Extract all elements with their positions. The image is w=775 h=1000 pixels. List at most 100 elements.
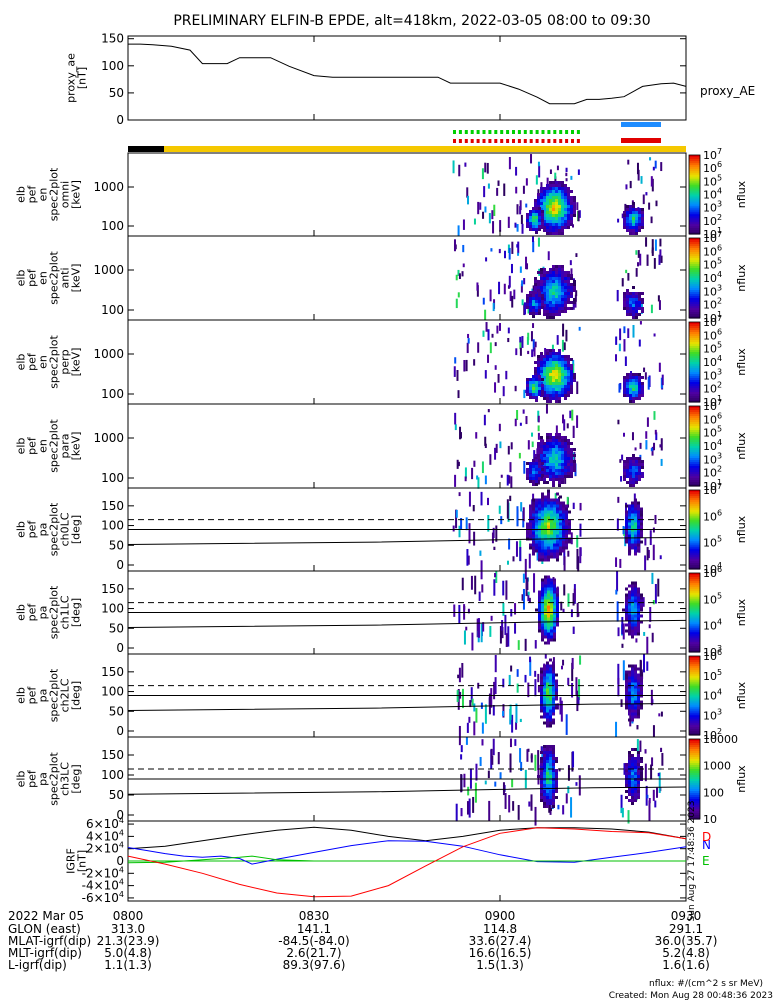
spectrogram-cell <box>564 385 567 388</box>
spectrogram-cell <box>632 400 635 403</box>
spectrogram-cell <box>559 504 562 508</box>
spectrogram-cell <box>625 516 628 520</box>
spectrogram-cell <box>623 301 626 304</box>
fast-mode-mark-green <box>494 130 498 134</box>
colorbar-segment <box>689 372 700 375</box>
spectrogram-cell <box>623 388 626 391</box>
spectrogram-cell <box>640 620 643 624</box>
colorbar-segment <box>689 338 700 341</box>
spectrogram-streak <box>571 682 574 698</box>
spectrogram-cell <box>629 472 632 475</box>
spectrogram-cell <box>544 584 547 588</box>
colorbar-segment <box>689 374 700 377</box>
spectrogram-cell <box>535 525 538 529</box>
spectrogram-streak <box>473 460 476 467</box>
colorbar-segment <box>689 284 700 287</box>
colorbar-segment <box>689 200 700 203</box>
fast-mode-mark-green <box>464 130 468 134</box>
spectrogram-cell <box>546 391 549 394</box>
spectrogram-streak <box>516 669 519 677</box>
colorbar-segment <box>689 529 700 533</box>
spectrogram-cell <box>570 286 573 289</box>
spectrogram-cell <box>538 465 541 468</box>
spectrogram-cell <box>628 552 631 556</box>
spectrogram-streak <box>466 722 469 733</box>
spectrogram-cell <box>558 310 561 313</box>
spectrogram-cell <box>558 394 561 397</box>
spectrogram-cell <box>553 501 556 505</box>
spectrogram-cell <box>622 608 625 612</box>
spectrogram-cell <box>544 531 547 535</box>
spectrogram-cell <box>549 397 552 400</box>
spectrogram-cell <box>555 394 558 397</box>
spectrogram-cell <box>637 796 640 799</box>
spectrogram-streak <box>648 624 651 629</box>
spectrogram-cell <box>546 385 549 388</box>
spectrogram-cell <box>555 196 558 199</box>
spectrogram-cell <box>540 457 543 460</box>
spectrogram-cell <box>540 277 543 280</box>
spectrogram-streak <box>659 249 662 257</box>
spectrogram-streak <box>494 677 497 695</box>
spectrogram-cell <box>540 472 543 475</box>
spectrogram-cell <box>550 599 553 603</box>
figure-title: PRELIMINARY ELFIN-B EPDE, alt=418km, 202… <box>173 13 650 29</box>
spectrogram-cell <box>543 466 546 469</box>
spectrogram-cell <box>550 581 553 585</box>
y-axis-label-line: spec2plot <box>48 251 61 305</box>
spectrogram-cell <box>532 222 535 225</box>
spectrogram-cell <box>538 623 541 627</box>
spectrogram-cell <box>529 465 532 468</box>
colorbar-segment <box>689 640 700 643</box>
spectrogram-streak <box>530 154 533 164</box>
spectrogram-cell <box>547 623 550 627</box>
spectrogram-cell <box>529 228 532 231</box>
colorbar-segment <box>689 442 700 445</box>
colorbar-segment <box>689 370 700 373</box>
spectrogram-cell <box>631 584 634 588</box>
spectrogram-cell <box>567 208 570 211</box>
spectrogram-streak <box>629 180 632 189</box>
spectrogram-cell <box>561 451 564 454</box>
spectrogram-cell <box>540 697 543 701</box>
spectrogram-cell <box>540 460 543 463</box>
spectrogram-cell <box>626 472 629 475</box>
spectrogram-cell <box>529 291 532 294</box>
colorbar-tick-label: 103 <box>703 200 722 215</box>
y-tick-label: 100 <box>101 602 124 616</box>
spectrogram-streak <box>515 722 518 730</box>
spectrogram-cell <box>564 283 567 286</box>
spectrogram-cell <box>558 451 561 454</box>
spectrogram-cell <box>550 596 553 600</box>
spectrogram-cell <box>552 193 555 196</box>
spectrogram-cell <box>532 501 535 505</box>
spectrogram-cell <box>632 208 635 211</box>
spectrogram-cell <box>625 513 628 517</box>
spectrogram-cell <box>552 226 555 229</box>
spectrogram-cell <box>547 492 550 496</box>
spectrogram-cell <box>558 295 561 298</box>
colorbar-tick-label: 101 <box>703 226 722 241</box>
spectrogram-streak <box>577 169 580 175</box>
spectrogram-cell <box>567 379 570 382</box>
colorbar-segment <box>689 713 700 716</box>
colorbar-label: nflux <box>735 681 748 709</box>
spectrogram-cell <box>541 216 544 219</box>
spectrogram-streak <box>462 219 465 230</box>
spectrogram-cell <box>546 718 549 722</box>
igrf-legend-N: N <box>702 838 711 852</box>
spectrogram-cell <box>535 543 538 547</box>
spectrogram-streak <box>538 165 541 178</box>
spectrogram-cell <box>635 373 638 376</box>
spectrogram-cell <box>546 700 549 704</box>
spectrogram-cell <box>631 602 634 606</box>
spectrogram-cell <box>628 757 631 760</box>
spectrogram-streak <box>491 210 494 220</box>
spectrogram-cell <box>544 498 547 502</box>
spectrogram-cell <box>570 442 573 445</box>
spectrogram-cell <box>544 549 547 553</box>
spectrogram-cell <box>626 307 629 310</box>
spectrogram-cell <box>631 697 634 701</box>
spectrogram-cell <box>552 691 555 695</box>
